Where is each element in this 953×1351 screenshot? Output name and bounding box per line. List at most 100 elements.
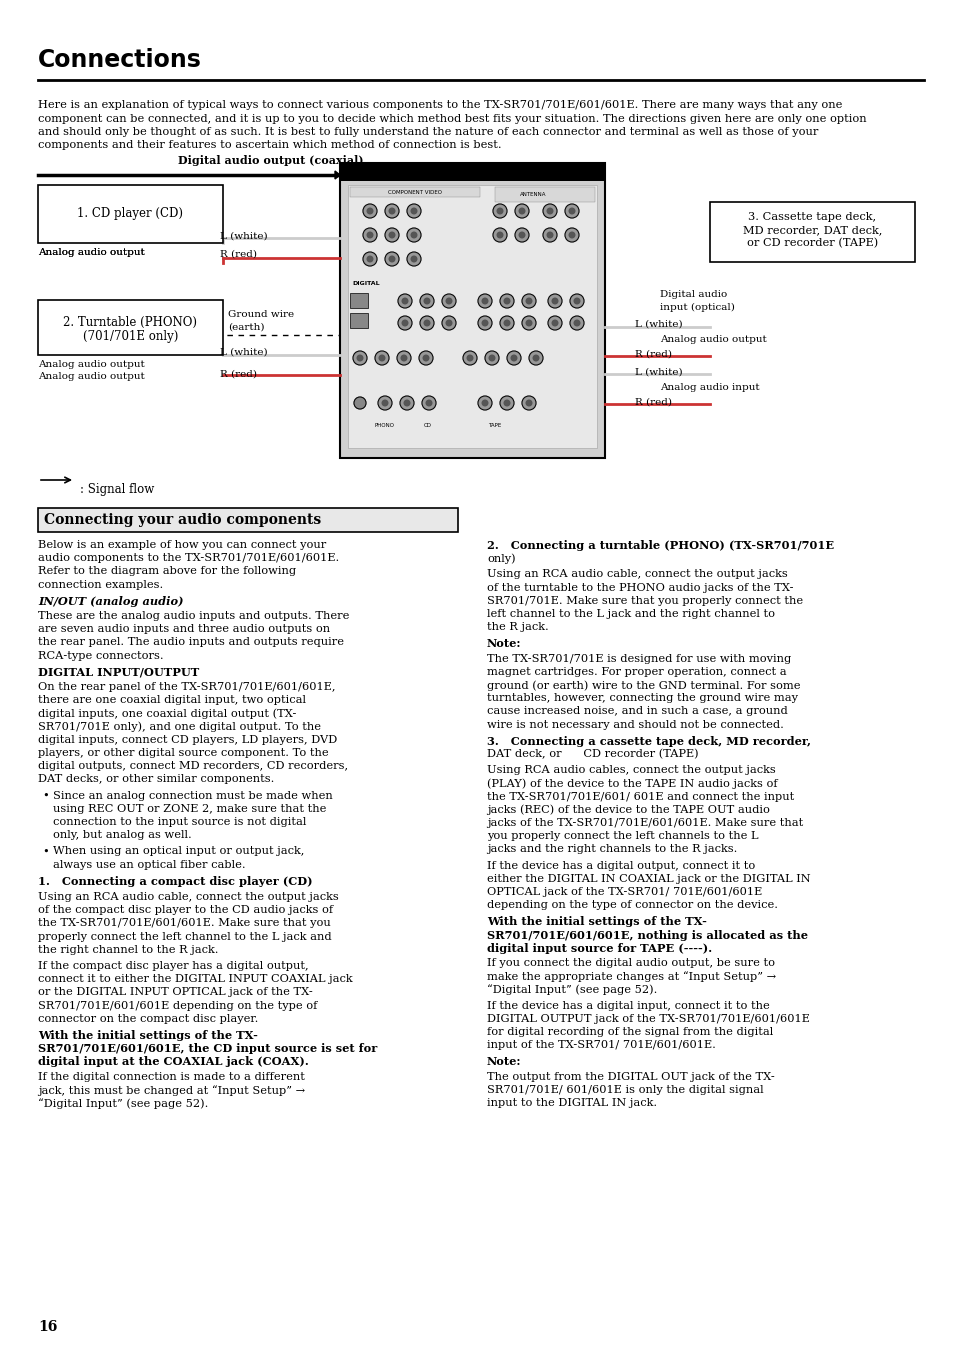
Text: DIGITAL INPUT/OUTPUT: DIGITAL INPUT/OUTPUT [38, 667, 199, 678]
Circle shape [419, 316, 434, 330]
Text: R (red): R (red) [220, 250, 256, 259]
Text: (PLAY) of the device to the TAPE IN audio jacks of: (PLAY) of the device to the TAPE IN audi… [486, 778, 777, 789]
Circle shape [411, 232, 416, 238]
Circle shape [389, 257, 395, 262]
Text: or CD recorder (TAPE): or CD recorder (TAPE) [746, 238, 877, 249]
Text: digital inputs, connect CD players, LD players, DVD: digital inputs, connect CD players, LD p… [38, 735, 337, 744]
Text: DIGITAL: DIGITAL [352, 281, 379, 286]
Text: Using RCA audio cables, connect the output jacks: Using RCA audio cables, connect the outp… [486, 765, 775, 775]
Text: connection to the input source is not digital: connection to the input source is not di… [53, 817, 306, 827]
Circle shape [382, 400, 387, 405]
Text: Digital audio output (coaxial): Digital audio output (coaxial) [178, 155, 363, 166]
Bar [38, 508, 457, 532]
Text: TAPE: TAPE [488, 423, 501, 428]
Text: digital input source for TAPE (----).: digital input source for TAPE (----). [486, 943, 711, 954]
Text: 2.   Connecting a turntable (PHONO) (TX-SR701/701E: 2. Connecting a turntable (PHONO) (TX-SR… [486, 540, 833, 551]
Circle shape [446, 320, 452, 326]
Bar [339, 163, 604, 458]
Text: connect it to either the DIGITAL INPUT COAXIAL jack: connect it to either the DIGITAL INPUT C… [38, 974, 353, 984]
Text: 3.   Connecting a cassette tape deck, MD recorder,: 3. Connecting a cassette tape deck, MD r… [486, 736, 810, 747]
Circle shape [499, 295, 514, 308]
Text: DAT deck, or      CD recorder (TAPE): DAT deck, or CD recorder (TAPE) [486, 748, 698, 759]
Text: you properly connect the left channels to the L: you properly connect the left channels t… [486, 831, 758, 842]
Text: of the turntable to the PHONO audio jacks of the TX-: of the turntable to the PHONO audio jack… [486, 582, 793, 593]
Circle shape [547, 232, 552, 238]
Text: of the compact disc player to the CD audio jacks of: of the compact disc player to the CD aud… [38, 905, 333, 915]
Circle shape [363, 204, 376, 218]
Text: make the appropriate changes at “Input Setup” →: make the appropriate changes at “Input S… [486, 971, 776, 982]
Circle shape [484, 351, 498, 365]
Text: “Digital Input” (see page 52).: “Digital Input” (see page 52). [38, 1098, 208, 1109]
Text: Analog audio output: Analog audio output [38, 372, 145, 381]
Text: SR701/701E. Make sure that you properly connect the: SR701/701E. Make sure that you properly … [486, 596, 802, 605]
Circle shape [481, 299, 487, 304]
Circle shape [397, 316, 412, 330]
Circle shape [407, 204, 420, 218]
Text: •: • [42, 790, 49, 801]
Text: SR701/701E only), and one digital output. To the: SR701/701E only), and one digital output… [38, 721, 320, 732]
Text: If the digital connection is made to a different: If the digital connection is made to a d… [38, 1071, 305, 1082]
Circle shape [521, 396, 536, 409]
Text: If the device has a digital input, connect it to the: If the device has a digital input, conne… [486, 1001, 769, 1011]
Text: turntables, however, connecting the ground wire may: turntables, however, connecting the grou… [486, 693, 797, 704]
Text: 3. Cassette tape deck,: 3. Cassette tape deck, [748, 212, 876, 222]
Circle shape [421, 396, 436, 409]
Circle shape [363, 228, 376, 242]
Circle shape [462, 351, 476, 365]
Circle shape [407, 228, 420, 242]
Bar [350, 186, 479, 197]
Circle shape [401, 355, 406, 361]
Circle shape [547, 295, 561, 308]
Text: always use an optical fiber cable.: always use an optical fiber cable. [53, 859, 245, 870]
Text: SR701/701E/601/601E, nothing is allocated as the: SR701/701E/601/601E, nothing is allocate… [486, 929, 807, 940]
Text: SR701/701E/ 601/601E is only the digital signal: SR701/701E/ 601/601E is only the digital… [486, 1085, 762, 1094]
Text: cause increased noise, and in such a case, a ground: cause increased noise, and in such a cas… [486, 707, 787, 716]
Text: If the device has a digital output, connect it to: If the device has a digital output, conn… [486, 861, 755, 870]
Circle shape [569, 316, 583, 330]
Circle shape [499, 316, 514, 330]
Circle shape [564, 228, 578, 242]
Text: “Digital Input” (see page 52).: “Digital Input” (see page 52). [486, 985, 657, 996]
Circle shape [526, 320, 531, 326]
Circle shape [499, 396, 514, 409]
Text: jacks of the TX-SR701/701E/601/601E. Make sure that: jacks of the TX-SR701/701E/601/601E. Mak… [486, 817, 802, 828]
Text: ground (or earth) wire to the GND terminal. For some: ground (or earth) wire to the GND termin… [486, 680, 800, 690]
Circle shape [477, 316, 492, 330]
Circle shape [397, 295, 412, 308]
Circle shape [477, 295, 492, 308]
Text: R (red): R (red) [635, 350, 671, 359]
Text: the TX-SR701/701E/601/601E. Make sure that you: the TX-SR701/701E/601/601E. Make sure th… [38, 919, 331, 928]
Text: jacks and the right channels to the R jacks.: jacks and the right channels to the R ja… [486, 844, 737, 854]
Text: component can be connected, and it is up to you to decide which method best fits: component can be connected, and it is up… [38, 113, 865, 123]
Circle shape [504, 320, 509, 326]
Text: 1. CD player (CD): 1. CD player (CD) [77, 208, 183, 220]
Text: 1.   Connecting a compact disc player (CD): 1. Connecting a compact disc player (CD) [38, 875, 313, 886]
Circle shape [407, 253, 420, 266]
Text: DIGITAL OUTPUT jack of the TX-SR701/701E/601/601E: DIGITAL OUTPUT jack of the TX-SR701/701E… [486, 1013, 809, 1024]
Circle shape [375, 351, 389, 365]
Text: SR701/701E/601/601E depending on the type of: SR701/701E/601/601E depending on the typ… [38, 1001, 317, 1011]
Text: •: • [42, 846, 49, 857]
Text: connection examples.: connection examples. [38, 580, 163, 589]
Text: If you connect the digital audio output, be sure to: If you connect the digital audio output,… [486, 958, 774, 969]
Text: the rear panel. The audio inputs and outputs require: the rear panel. The audio inputs and out… [38, 638, 344, 647]
Bar [495, 186, 595, 203]
Bar [350, 313, 368, 328]
Circle shape [574, 299, 579, 304]
Circle shape [467, 355, 473, 361]
Text: DAT decks, or other similar components.: DAT decks, or other similar components. [38, 774, 274, 785]
Text: (earth): (earth) [228, 323, 264, 332]
Circle shape [542, 228, 557, 242]
Text: the TX-SR701/701E/601/ 601E and connect the input: the TX-SR701/701E/601/ 601E and connect … [486, 792, 794, 801]
Circle shape [497, 208, 502, 213]
Circle shape [547, 316, 561, 330]
Text: digital inputs, one coaxial digital output (TX-: digital inputs, one coaxial digital outp… [38, 708, 296, 719]
Text: are seven audio inputs and three audio outputs on: are seven audio inputs and three audio o… [38, 624, 330, 634]
Text: : Signal flow: : Signal flow [80, 484, 154, 496]
Circle shape [526, 400, 531, 405]
Circle shape [396, 351, 411, 365]
Circle shape [399, 396, 414, 409]
Text: 2. Turntable (PHONO): 2. Turntable (PHONO) [64, 316, 197, 330]
Text: RCA-type connectors.: RCA-type connectors. [38, 651, 164, 661]
Circle shape [481, 320, 487, 326]
